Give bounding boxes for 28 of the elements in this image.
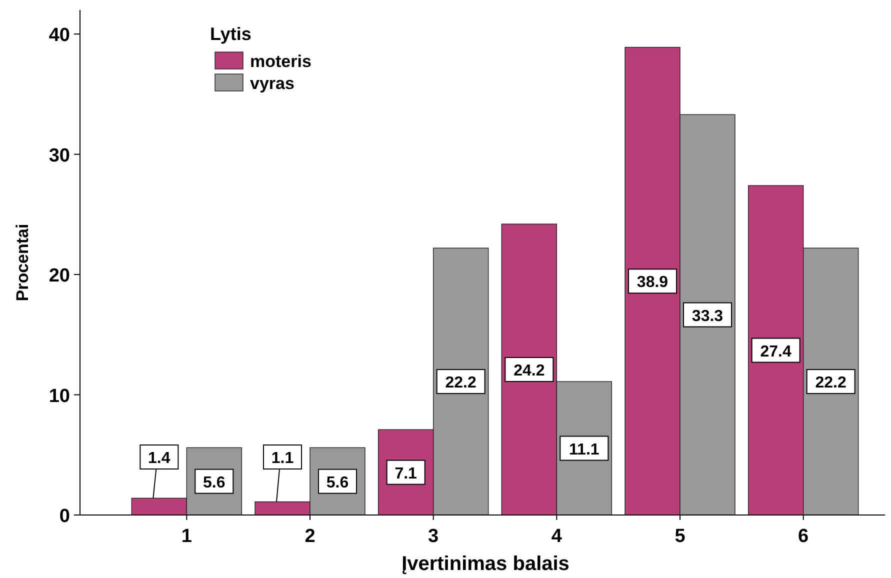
x-tick-label: 1 bbox=[181, 526, 192, 547]
data-label: 1.1 bbox=[271, 450, 294, 467]
data-label: 11.1 bbox=[569, 441, 600, 458]
legend-title: Lytis bbox=[210, 24, 252, 44]
data-label: 22.2 bbox=[815, 374, 847, 392]
data-label: 33.3 bbox=[692, 308, 724, 325]
legend-label: vyras bbox=[250, 74, 294, 93]
data-label: 27.4 bbox=[760, 343, 792, 360]
data-label: 24.2 bbox=[514, 362, 545, 380]
data-label: 22.2 bbox=[445, 374, 477, 392]
y-axis-title: Procentai bbox=[13, 224, 32, 302]
data-label: 38.9 bbox=[636, 274, 668, 292]
data-label: 7.1 bbox=[394, 465, 418, 482]
x-tick-label: 4 bbox=[551, 526, 562, 547]
y-tick-label: 10 bbox=[48, 386, 70, 407]
x-tick-label: 5 bbox=[674, 526, 686, 547]
x-tick-label: 6 bbox=[798, 526, 809, 547]
x-tick-label: 2 bbox=[304, 526, 316, 547]
x-tick-label: 3 bbox=[428, 526, 439, 547]
data-label: 1.4 bbox=[148, 450, 170, 467]
data-label: 5.6 bbox=[326, 474, 349, 492]
data-label: 5.6 bbox=[203, 474, 226, 492]
x-axis-title: Įvertinimas balais bbox=[402, 553, 570, 575]
y-tick-label: 20 bbox=[48, 266, 70, 287]
legend-label: moteris bbox=[250, 52, 312, 71]
y-tick-label: 30 bbox=[48, 145, 70, 166]
y-tick-label: 0 bbox=[59, 506, 70, 527]
y-tick-label: 40 bbox=[48, 25, 70, 46]
